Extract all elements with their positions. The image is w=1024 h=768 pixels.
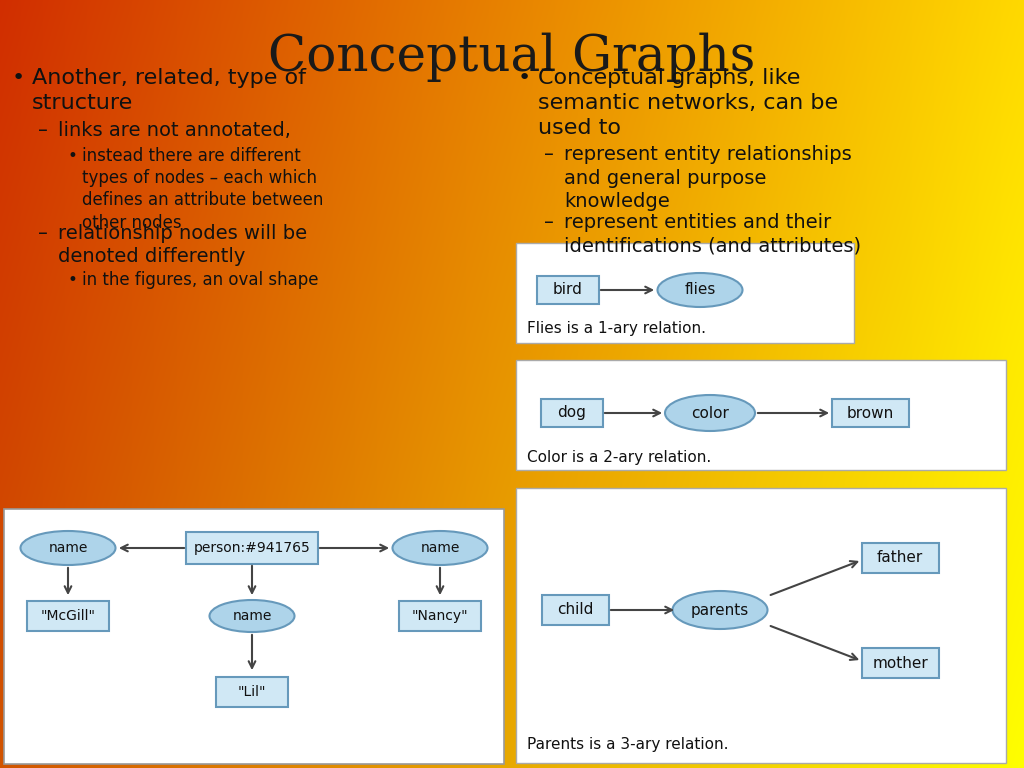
Text: •: • [518, 68, 531, 88]
FancyBboxPatch shape [541, 399, 603, 427]
Text: –: – [38, 224, 48, 243]
Text: Color is a 2-ary relation.: Color is a 2-ary relation. [527, 450, 712, 465]
Ellipse shape [210, 600, 295, 632]
FancyBboxPatch shape [537, 276, 599, 304]
FancyBboxPatch shape [516, 243, 854, 343]
Text: Flies is a 1-ary relation.: Flies is a 1-ary relation. [527, 321, 706, 336]
Text: brown: brown [847, 406, 894, 421]
Text: "McGill": "McGill" [41, 609, 95, 623]
Text: person:#941765: person:#941765 [194, 541, 310, 555]
FancyBboxPatch shape [542, 595, 608, 625]
Text: Conceptual Graphs: Conceptual Graphs [268, 33, 756, 82]
Text: in the figures, an oval shape: in the figures, an oval shape [82, 271, 318, 289]
Text: name: name [48, 541, 88, 555]
Text: •: • [68, 271, 78, 289]
Text: name: name [232, 609, 271, 623]
Text: name: name [420, 541, 460, 555]
Text: –: – [544, 213, 554, 232]
FancyBboxPatch shape [399, 601, 481, 631]
Text: Parents is a 3-ary relation.: Parents is a 3-ary relation. [527, 737, 728, 752]
Text: –: – [544, 145, 554, 164]
Text: father: father [877, 551, 923, 565]
FancyBboxPatch shape [516, 360, 1006, 470]
Text: mother: mother [872, 656, 928, 670]
Text: parents: parents [691, 603, 750, 617]
Text: instead there are different
types of nodes – each which
defines an attribute bet: instead there are different types of nod… [82, 147, 324, 232]
Text: Conceptual graphs, like
semantic networks, can be
used to: Conceptual graphs, like semantic network… [538, 68, 838, 137]
FancyBboxPatch shape [186, 532, 318, 564]
Text: child: child [557, 603, 593, 617]
Ellipse shape [657, 273, 742, 307]
Text: relationship nodes will be
denoted differently: relationship nodes will be denoted diffe… [58, 224, 307, 266]
FancyBboxPatch shape [4, 509, 504, 764]
Ellipse shape [665, 395, 755, 431]
Text: represent entity relationships
and general purpose
knowledge: represent entity relationships and gener… [564, 145, 852, 211]
FancyBboxPatch shape [861, 543, 939, 573]
FancyBboxPatch shape [831, 399, 908, 427]
FancyBboxPatch shape [861, 648, 939, 678]
Text: represent entities and their
identifications (and attributes): represent entities and their identificat… [564, 213, 861, 256]
Ellipse shape [392, 531, 487, 565]
Text: Another, related, type of
structure: Another, related, type of structure [32, 68, 306, 113]
Text: "Lil": "Lil" [238, 685, 266, 699]
Text: links are not annotated,: links are not annotated, [58, 121, 291, 140]
Text: "Nancy": "Nancy" [412, 609, 468, 623]
Text: flies: flies [684, 283, 716, 297]
Text: •: • [12, 68, 26, 88]
Text: –: – [38, 121, 48, 140]
FancyBboxPatch shape [216, 677, 288, 707]
Text: dog: dog [557, 406, 587, 421]
FancyBboxPatch shape [27, 601, 109, 631]
Text: color: color [691, 406, 729, 421]
Text: bird: bird [553, 283, 583, 297]
FancyBboxPatch shape [516, 488, 1006, 763]
Ellipse shape [673, 591, 768, 629]
Text: •: • [68, 147, 78, 165]
Ellipse shape [20, 531, 116, 565]
